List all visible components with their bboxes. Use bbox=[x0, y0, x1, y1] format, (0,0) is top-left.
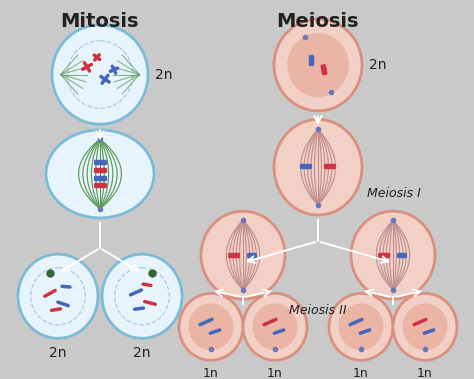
Ellipse shape bbox=[18, 254, 98, 338]
Ellipse shape bbox=[179, 293, 243, 360]
Ellipse shape bbox=[287, 33, 349, 97]
Ellipse shape bbox=[393, 293, 457, 360]
Text: 1n: 1n bbox=[417, 367, 433, 379]
Text: 1n: 1n bbox=[353, 367, 369, 379]
Ellipse shape bbox=[102, 254, 182, 338]
Text: Meiosis I: Meiosis I bbox=[367, 188, 421, 200]
Ellipse shape bbox=[274, 119, 362, 215]
Ellipse shape bbox=[351, 211, 435, 299]
Text: Meiosis: Meiosis bbox=[277, 13, 359, 31]
Ellipse shape bbox=[329, 293, 393, 360]
Ellipse shape bbox=[253, 303, 297, 350]
Ellipse shape bbox=[243, 293, 307, 360]
Ellipse shape bbox=[46, 130, 154, 218]
Ellipse shape bbox=[52, 25, 148, 124]
Text: 1n: 1n bbox=[203, 367, 219, 379]
Ellipse shape bbox=[274, 19, 362, 111]
Text: 1n: 1n bbox=[267, 367, 283, 379]
Text: Mitosis: Mitosis bbox=[61, 13, 139, 31]
Ellipse shape bbox=[201, 211, 285, 299]
Text: 2n: 2n bbox=[369, 58, 386, 72]
Text: 2n: 2n bbox=[155, 67, 173, 81]
Text: 2n: 2n bbox=[49, 346, 67, 360]
Ellipse shape bbox=[402, 303, 447, 350]
Text: 2n: 2n bbox=[133, 346, 151, 360]
Ellipse shape bbox=[189, 303, 233, 350]
Text: Meiosis II: Meiosis II bbox=[289, 304, 347, 317]
Ellipse shape bbox=[338, 303, 383, 350]
